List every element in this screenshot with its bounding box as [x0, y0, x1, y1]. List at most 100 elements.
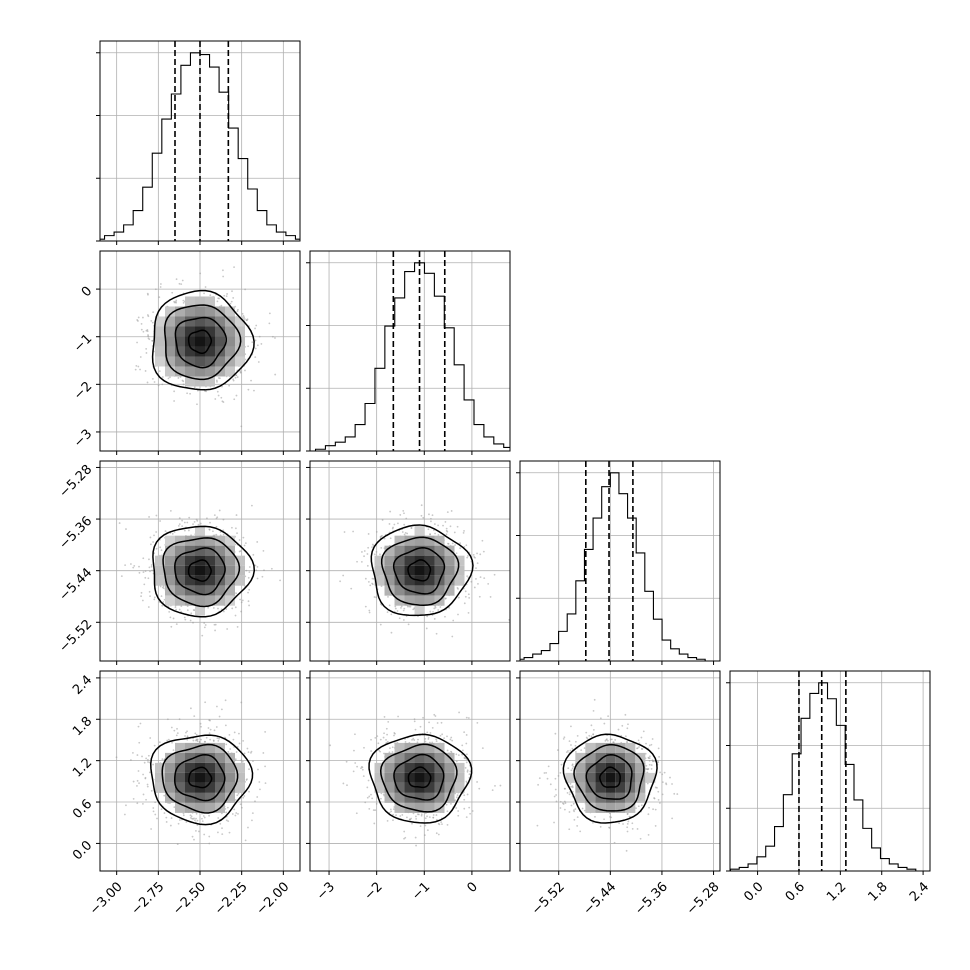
density-cell: [165, 772, 175, 783]
density-cell: [615, 802, 626, 813]
scatter-point: [431, 727, 434, 729]
scatter-point: [346, 784, 348, 787]
scatter-point: [236, 376, 239, 378]
scatter-point: [159, 585, 162, 588]
panel-3-2: [516, 670, 721, 875]
y-tick-label: 0.0: [70, 838, 95, 863]
scatter-point: [144, 370, 147, 372]
panel-3-1: [306, 670, 511, 875]
density-cell: [215, 326, 225, 337]
scatter-point: [208, 528, 211, 531]
density-cell: [414, 782, 425, 793]
density-cell: [165, 762, 175, 773]
density-cell: [424, 595, 435, 606]
scatter-point: [218, 737, 220, 740]
scatter-point: [390, 631, 393, 634]
scatter-point: [571, 767, 574, 770]
scatter-point: [562, 802, 564, 805]
density-cell: [215, 565, 225, 576]
scatter-point: [213, 514, 216, 517]
scatter-point: [429, 731, 432, 734]
scatter-point: [437, 609, 440, 611]
density-cell: [205, 535, 215, 546]
scatter-point: [245, 569, 248, 572]
scatter-point: [165, 821, 168, 823]
scatter-point: [148, 558, 150, 561]
scatter-point: [439, 606, 442, 608]
scatter-point: [590, 735, 593, 738]
density-cell: [175, 366, 185, 377]
scatter-point: [403, 837, 405, 840]
scatter-point: [380, 535, 383, 538]
density-cell: [424, 565, 435, 576]
scatter-point: [176, 727, 178, 730]
scatter-point: [238, 539, 241, 541]
scatter-point: [568, 740, 571, 743]
density-cell: [414, 525, 425, 536]
scatter-point: [446, 749, 449, 752]
scatter-point: [182, 812, 185, 815]
density-cell: [225, 772, 235, 783]
scatter-point: [414, 728, 417, 731]
scatter-point: [232, 379, 235, 382]
density-cell: [434, 535, 445, 546]
scatter-point: [493, 573, 496, 576]
scatter-point: [607, 715, 610, 718]
scatter-point: [371, 583, 374, 586]
scatter-point: [386, 733, 388, 736]
density-cell: [225, 535, 235, 546]
scatter-point: [187, 529, 190, 532]
scatter-point: [547, 765, 550, 768]
scatter-point: [471, 810, 474, 812]
scatter-point: [147, 577, 150, 580]
scatter-point: [218, 715, 221, 718]
density-cell: [205, 762, 215, 773]
density-cell: [215, 356, 225, 367]
scatter-point: [177, 524, 180, 527]
scatter-point: [185, 731, 187, 734]
scatter-point: [463, 794, 466, 797]
scatter-point: [581, 807, 584, 810]
scatter-point: [428, 513, 430, 516]
density-3-0: [155, 742, 245, 813]
scatter-point: [440, 721, 443, 724]
scatter-point: [201, 820, 204, 823]
scatter-point: [262, 549, 265, 552]
scatter-point: [576, 734, 579, 737]
density-cell: [225, 306, 235, 317]
scatter-point: [592, 821, 594, 824]
panel-frame: [99, 40, 301, 242]
scatter-point: [256, 541, 259, 543]
density-cell: [444, 575, 455, 586]
density-cell: [394, 792, 405, 803]
scatter-point: [181, 519, 184, 522]
scatter-point: [209, 728, 212, 731]
panel-frame: [309, 460, 511, 662]
scatter-point: [470, 580, 473, 583]
scatter-point: [374, 809, 377, 812]
density-cell: [404, 752, 415, 763]
scatter-point: [389, 747, 391, 750]
scatter-point: [613, 841, 616, 844]
scatter-point: [180, 283, 183, 285]
scatter-point: [125, 804, 127, 807]
y-tick-label: 1.8: [70, 714, 95, 739]
scatter-point: [393, 523, 396, 526]
scatter-point: [638, 746, 640, 748]
scatter-point: [450, 736, 453, 739]
density-cell: [215, 545, 225, 556]
density-cell: [195, 605, 205, 616]
scatter-point: [221, 833, 224, 836]
density-2-0: [155, 525, 245, 616]
scatter-point: [186, 735, 189, 738]
scatter-point: [215, 726, 218, 728]
scatter-point: [173, 390, 176, 393]
scatter-point: [657, 747, 660, 750]
scatter-point: [465, 742, 468, 745]
scatter-point: [146, 785, 149, 788]
density-cell: [235, 782, 245, 793]
scatter-point: [379, 623, 382, 626]
scatter-point: [143, 583, 146, 586]
scatter-point: [221, 827, 223, 830]
scatter-point: [229, 302, 232, 305]
